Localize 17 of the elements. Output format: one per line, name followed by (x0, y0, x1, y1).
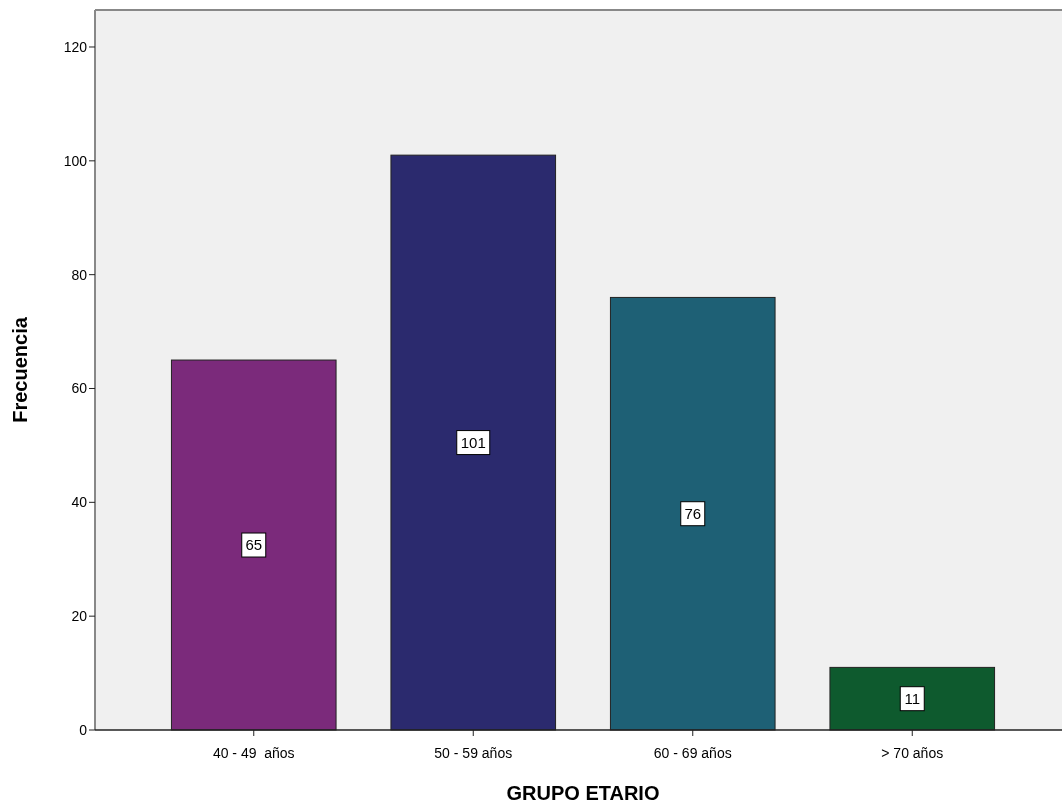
y-tick-label: 100 (63, 152, 88, 169)
y-tick-label: 120 (63, 39, 88, 55)
y-tick-label: 40 (71, 494, 88, 511)
x-tick-label: 50 - 59 años (434, 745, 513, 761)
y-tick-label: 20 (71, 608, 88, 625)
y-tick-label: 60 (71, 380, 88, 397)
data-label: 65 (245, 536, 263, 554)
data-label: 76 (684, 504, 702, 522)
y-axis-title: Frecuencia (9, 316, 31, 423)
y-tick-label: 0 (79, 722, 88, 738)
x-tick-label: 40 - 49 años (212, 745, 295, 761)
y-tick-label: 80 (71, 266, 88, 283)
data-label: 11 (904, 689, 921, 707)
x-tick-label: 60 - 69 años (653, 745, 732, 761)
x-tick-label: > 70 años (881, 745, 944, 761)
data-label: 101 (460, 433, 486, 451)
x-axis-title: GRUPO ETARIO (506, 782, 660, 804)
